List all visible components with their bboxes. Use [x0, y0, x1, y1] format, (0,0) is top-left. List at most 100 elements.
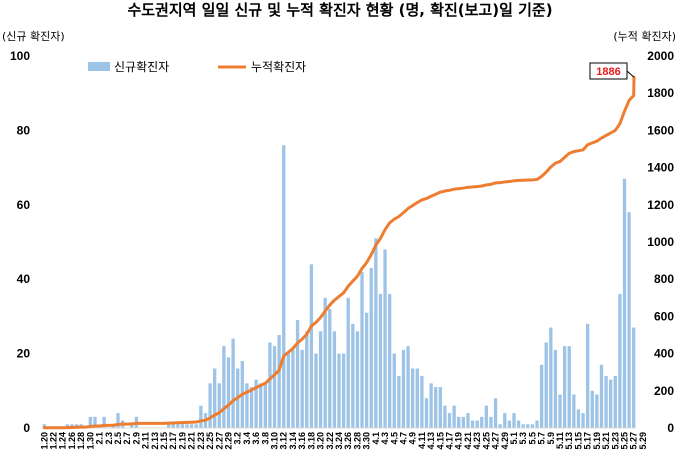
y-right-tick-label: 1000: [647, 235, 674, 249]
new-cases-bar: [222, 346, 226, 428]
new-cases-bar: [406, 346, 410, 428]
new-cases-bar: [452, 405, 456, 428]
y-right-tick-label: 1600: [647, 123, 674, 137]
new-cases-bar: [116, 413, 120, 428]
x-tick-label: 3.14: [288, 432, 298, 450]
x-tick-label: 4.9: [408, 432, 418, 445]
new-cases-bar: [544, 342, 548, 428]
y-left-tick-label: 60: [17, 198, 31, 212]
x-tick-label: 3.16: [297, 432, 307, 450]
x-tick-label: 4.13: [426, 432, 436, 450]
new-cases-bar: [213, 368, 217, 428]
new-cases-bar: [530, 424, 535, 428]
new-cases-bar: [489, 416, 493, 428]
new-cases-bar: [286, 353, 291, 428]
x-tick-label: 2.21: [187, 432, 197, 450]
new-cases-bar: [475, 420, 479, 428]
y-right-tick-label: 2000: [647, 49, 674, 63]
callout-leader: [626, 70, 635, 78]
x-tick-label: 3.10: [270, 432, 280, 450]
y-right-tick-label: 600: [654, 309, 674, 323]
x-tick-label: 4.7: [398, 432, 408, 445]
x-tick-label: 4.25: [481, 432, 491, 450]
new-cases-bar: [622, 178, 627, 428]
new-cases-bar: [323, 297, 327, 428]
x-tick-label: 3.18: [306, 432, 316, 450]
x-tick-label: 2.13: [150, 432, 160, 450]
y-right-tick-label: 800: [654, 272, 674, 286]
new-cases-bar: [176, 424, 180, 428]
new-cases-bar: [93, 416, 97, 428]
x-tick-label: 5.21: [601, 432, 611, 450]
x-tick-label: 2.9: [131, 432, 141, 445]
y-left-tick-labels: 0 20 40 60 80 100: [10, 49, 30, 435]
new-cases-bar: [226, 357, 231, 428]
x-tick-label: 3.24: [334, 432, 344, 450]
x-tick-label: 4.21: [463, 432, 473, 450]
y-left-axis-title: (신규 확진자): [2, 30, 65, 43]
y-left-tick-label: 40: [17, 272, 31, 286]
new-cases-bar: [208, 383, 212, 428]
new-cases-bar: [595, 394, 599, 428]
y-right-tick-label: 1200: [647, 198, 674, 212]
x-tick-label: 5.23: [610, 432, 620, 450]
x-tick-label: 4.19: [454, 432, 464, 450]
x-tick-label: 1.30: [85, 432, 95, 450]
line-series: [42, 75, 636, 430]
x-tick-label: 3.28: [352, 432, 362, 450]
x-tick-label: 4.5: [389, 432, 399, 445]
legend-label-new-cases: 신규확진자: [114, 60, 169, 74]
new-cases-bar: [189, 424, 194, 428]
x-tick-label: 3.2: [233, 432, 243, 445]
new-cases-bar: [291, 349, 295, 428]
x-tick-label: 5.9: [546, 432, 556, 445]
x-tick-label: 4.27: [491, 432, 501, 450]
x-tick-label: 2.1: [95, 432, 105, 445]
new-cases-bar: [461, 416, 465, 428]
new-cases-bar: [249, 387, 254, 428]
y-left-tick-label: 80: [17, 123, 31, 137]
new-cases-bar: [434, 387, 438, 428]
x-tick-label: 4.11: [417, 432, 427, 449]
new-cases-bar: [549, 327, 553, 428]
new-cases-bar: [337, 353, 341, 428]
new-cases-bar: [415, 368, 419, 428]
x-tick-label: 2.25: [205, 432, 215, 450]
last-value-callout: 1886: [589, 62, 635, 80]
new-cases-bar: [245, 383, 249, 428]
new-cases-bar: [305, 331, 309, 428]
x-tick-label: 2.29: [223, 432, 233, 450]
new-cases-bar: [609, 379, 613, 428]
new-cases-bar: [392, 353, 396, 428]
new-cases-bar: [341, 353, 346, 428]
x-tick-label: 2.27: [214, 432, 224, 450]
new-cases-bar: [397, 375, 401, 428]
new-cases-bar: [429, 383, 433, 428]
y-left-tick-label: 100: [10, 49, 30, 63]
new-cases-bar: [484, 405, 489, 428]
new-cases-bar: [295, 320, 300, 428]
x-tick-label: 5.25: [619, 432, 629, 450]
new-cases-bar: [443, 405, 447, 428]
new-cases-bar: [88, 416, 93, 428]
x-tick-label: 3.8: [260, 432, 270, 445]
new-cases-bar: [438, 387, 442, 428]
y-right-axis-title: (누적 확진자): [613, 30, 676, 43]
new-cases-bar: [130, 424, 134, 428]
new-cases-bar: [470, 420, 475, 428]
new-cases-bar: [272, 346, 277, 428]
new-cases-bar: [355, 331, 360, 428]
new-cases-bar: [259, 383, 263, 428]
new-cases-bar: [401, 349, 406, 428]
x-tick-label: 5.29: [638, 432, 648, 450]
new-cases-bar: [507, 420, 512, 428]
new-cases-bar: [332, 331, 337, 428]
new-cases-bar: [387, 294, 392, 428]
new-cases-bar: [378, 294, 383, 428]
x-tick-label: 4.29: [500, 432, 510, 450]
x-tick-label: 1.24: [58, 432, 68, 450]
new-cases-bar: [590, 390, 594, 428]
y-left-tick-label: 20: [17, 347, 31, 361]
x-tick-label: 5.15: [573, 432, 583, 450]
